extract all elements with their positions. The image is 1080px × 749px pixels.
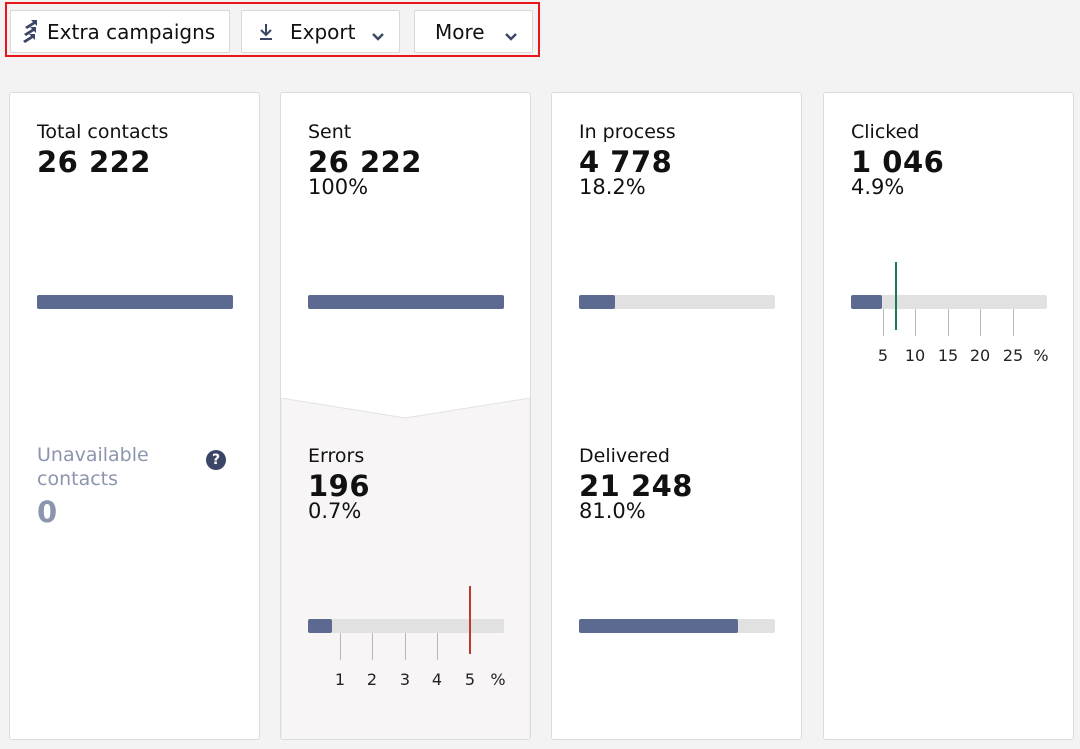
errors-value: 196 [308, 469, 371, 503]
in-process-card: In process 4 778 18.2% Delivered 21 248 … [551, 92, 802, 740]
errors-scale-tick [372, 633, 373, 660]
chevron-down-icon [504, 25, 518, 49]
in-process-percent: 18.2% [579, 175, 646, 199]
total-contacts-label: Total contacts [37, 121, 169, 143]
errors-threshold-marker [469, 586, 471, 654]
clicked-scale-label: 25 [1002, 346, 1024, 365]
delivered-bar [579, 619, 775, 633]
unavailable-contacts-label: Unavailable contacts [37, 444, 149, 490]
delivered-bar-fill [579, 619, 738, 633]
clicked-label: Clicked [851, 121, 920, 143]
delivered-percent: 81.0% [579, 499, 646, 523]
total-contacts-value: 26 222 [37, 145, 151, 179]
errors-percent: 0.7% [308, 499, 362, 523]
errors-scale-label: 4 [431, 670, 443, 689]
clicked-scale-label: 20 [969, 346, 991, 365]
errors-bar [308, 619, 504, 633]
in-process-bar [579, 295, 775, 309]
extra-campaigns-button[interactable]: Extra campaigns [10, 10, 230, 53]
clicked-scale-tick [915, 309, 916, 336]
clicked-bar [851, 295, 1047, 309]
errors-label: Errors [308, 445, 365, 467]
clicked-percent: 4.9% [851, 175, 905, 199]
clicked-scale-tick [883, 309, 884, 336]
extra-campaigns-icon [19, 19, 41, 45]
help-icon[interactable]: ? [206, 450, 226, 470]
errors-scale-tick [405, 633, 406, 660]
more-button[interactable]: More [414, 10, 533, 53]
export-button[interactable]: Export [241, 10, 400, 53]
clicked-scale-label: 15 [937, 346, 959, 365]
more-label: More [435, 19, 485, 44]
total-contacts-bar [37, 295, 233, 309]
total-contacts-card: Total contacts 26 222 Unavailable contac… [9, 92, 260, 740]
errors-bar-fill [308, 619, 332, 633]
sent-bar [308, 295, 504, 309]
toolbar-highlight: Extra campaigns Export More [5, 2, 540, 57]
errors-scale-tick [340, 633, 341, 660]
total-contacts-bar-fill [37, 295, 233, 309]
in-process-label: In process [579, 121, 676, 143]
delivered-label: Delivered [579, 445, 670, 467]
clicked-scale-label: 5 [877, 346, 889, 365]
clicked-scale-tick [980, 309, 981, 336]
errors-scale-unit: % [490, 670, 506, 689]
unavailable-contacts-value: 0 [37, 495, 58, 529]
clicked-scale-unit: % [1033, 346, 1049, 365]
errors-section-background [281, 398, 530, 739]
extra-campaigns-label: Extra campaigns [47, 19, 216, 44]
errors-scale-label: 1 [334, 670, 346, 689]
download-icon [256, 23, 276, 41]
clicked-scale-tick [1013, 309, 1014, 336]
errors-scale-label: 2 [366, 670, 378, 689]
sent-bar-fill [308, 295, 504, 309]
chevron-down-icon [371, 25, 385, 49]
in-process-bar-fill [579, 295, 615, 309]
errors-scale-label: 5 [464, 670, 476, 689]
clicked-bar-fill [851, 295, 883, 309]
clicked-card: Clicked 1 046 4.9% 5 10 15 20 25 % [823, 92, 1074, 740]
sent-value: 26 222 [308, 145, 422, 179]
delivered-value: 21 248 [579, 469, 693, 503]
clicked-scale-label: 10 [904, 346, 926, 365]
sent-label: Sent [308, 121, 352, 143]
errors-scale-label: 3 [399, 670, 411, 689]
clicked-threshold-marker [895, 262, 897, 330]
errors-scale-tick [437, 633, 438, 660]
export-label: Export [290, 19, 356, 44]
in-process-value: 4 778 [579, 145, 673, 179]
sent-percent: 100% [308, 175, 369, 199]
clicked-scale-tick [948, 309, 949, 336]
clicked-value: 1 046 [851, 145, 945, 179]
sent-card: Sent 26 222 100% Errors 196 0.7% 1 2 3 4… [280, 92, 531, 740]
